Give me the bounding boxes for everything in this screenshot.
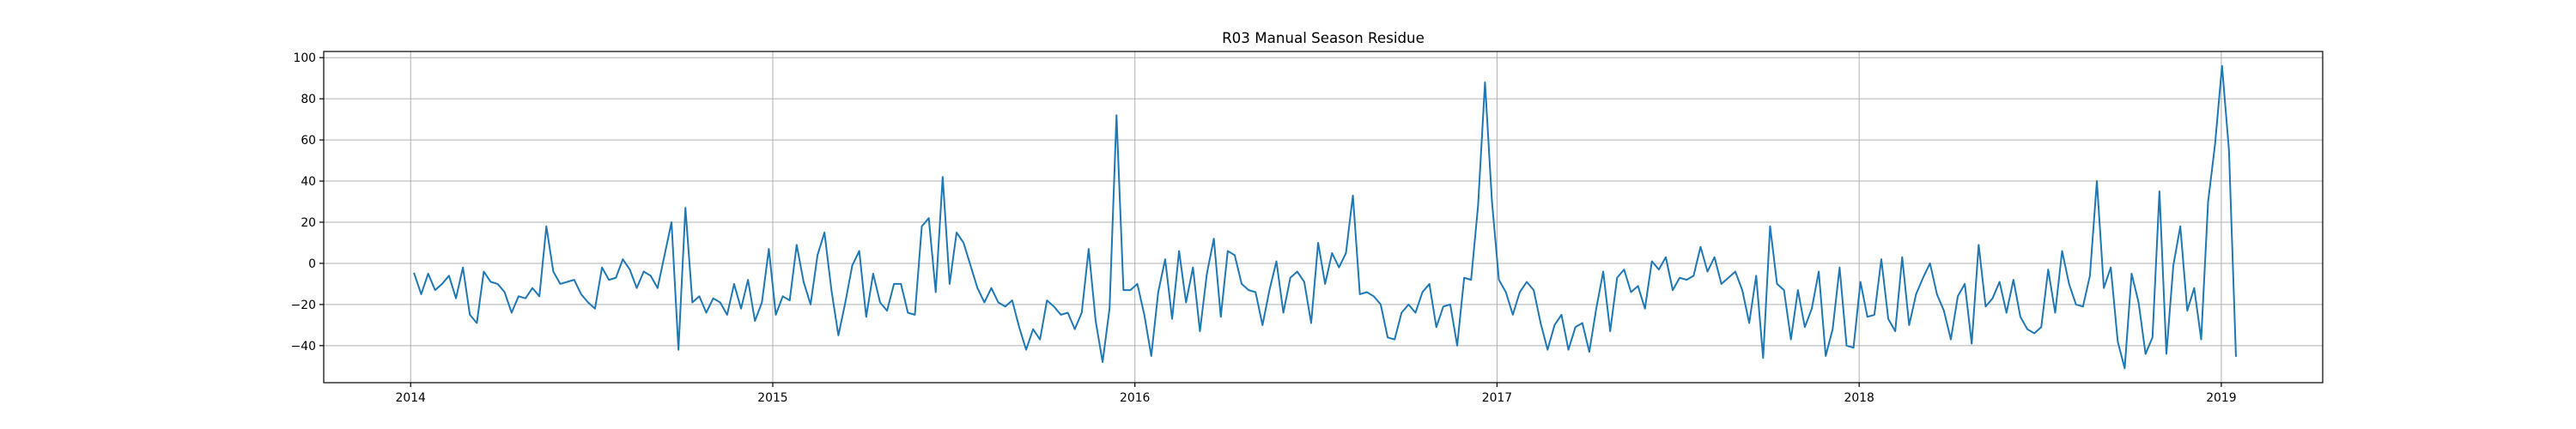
y-tick-label: 60	[301, 134, 316, 148]
y-axis: −40 −20 0 20 40 60 80 100	[291, 51, 324, 353]
residue-series-line	[413, 64, 2237, 370]
x-tick-label: 2015	[757, 391, 787, 405]
y-tick-label: −40	[291, 340, 316, 353]
x-tick-label: 2017	[1482, 391, 1512, 405]
grid-lines	[324, 51, 2323, 383]
y-tick-label: 80	[301, 93, 316, 106]
y-tick-label: −20	[291, 299, 316, 312]
x-tick-label: 2018	[1844, 391, 1874, 405]
plot-area-frame	[323, 51, 2324, 384]
x-tick-label: 2014	[396, 391, 427, 405]
chart-title: R03 Manual Season Residue	[1222, 29, 1425, 46]
y-tick-label: 40	[301, 175, 316, 189]
x-tick-label: 2016	[1120, 391, 1150, 405]
x-axis: 2014 2015 2016 2017 2018 2019	[396, 383, 2237, 405]
series-layer	[413, 64, 2237, 370]
x-tick-label: 2019	[2206, 391, 2236, 405]
y-tick-label: 0	[308, 257, 316, 271]
y-tick-label: 20	[301, 216, 316, 230]
y-tick-label: 100	[293, 51, 316, 65]
